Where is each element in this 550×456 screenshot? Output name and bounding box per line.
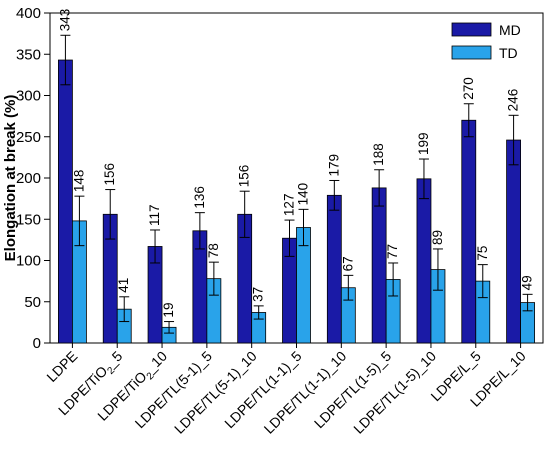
- data-label-md: 136: [192, 186, 207, 209]
- y-tick-label: 100: [16, 253, 41, 270]
- y-tick-label: 200: [16, 170, 41, 187]
- category-label: LDPE/TL(1-1)_5: [221, 348, 305, 432]
- legend-label-td: TD: [499, 45, 518, 61]
- data-label-td: 75: [475, 246, 490, 261]
- y-axis-label: Elongation at break (%): [2, 95, 19, 262]
- data-label-td: 148: [71, 170, 86, 193]
- y-tick-label: 400: [16, 5, 41, 22]
- data-label-md: 117: [147, 204, 162, 226]
- chart-marks: 0 50 100 150 200 250 300 350 400 343 148 LDPE 156 41 L…: [16, 5, 544, 437]
- y-tick-label: 150: [16, 211, 41, 228]
- data-label-md: 179: [326, 154, 341, 177]
- data-label-td: 140: [296, 183, 311, 206]
- y-tick-label: 350: [16, 46, 41, 63]
- data-label-md: 188: [371, 143, 386, 166]
- data-label-md: 199: [416, 132, 431, 155]
- category-label: LDPE/TL(5-1)_5: [132, 348, 216, 432]
- y-tick-label: 300: [16, 88, 41, 105]
- data-label-td: 67: [340, 256, 355, 271]
- data-label-td: 77: [385, 244, 400, 259]
- data-label-md: 270: [461, 77, 476, 100]
- y-axis-label-group: Elongation at break (%): [2, 95, 19, 262]
- y-tick-label: 50: [24, 294, 41, 311]
- legend-swatch-md: [451, 22, 492, 37]
- data-label-md: 127: [282, 194, 297, 217]
- bar-md: [416, 178, 432, 344]
- legend-swatch-td: [451, 45, 492, 60]
- bar-md: [506, 139, 521, 344]
- category-label: LDPE/TL(5-1)_10: [171, 348, 260, 437]
- category-label: LDPE/TL(1-5)_10: [350, 348, 439, 437]
- legend-label-md: MD: [499, 22, 521, 38]
- data-label-md: 156: [102, 163, 117, 186]
- data-label-td: 37: [251, 287, 266, 302]
- category-label: LDPE: [43, 348, 80, 385]
- bar-md: [461, 119, 477, 344]
- data-label-td: 19: [161, 303, 176, 318]
- data-label-md: 246: [506, 89, 521, 112]
- y-tick-label: 0: [33, 335, 41, 352]
- data-label-td: 78: [206, 243, 221, 258]
- legend: MD TD: [451, 22, 521, 61]
- y-tick-label: 250: [16, 129, 41, 146]
- bar-md: [58, 59, 73, 344]
- data-label-md: 156: [237, 165, 252, 188]
- data-label-td: 89: [430, 230, 445, 245]
- data-label-td: 41: [116, 278, 131, 293]
- data-label-td: 49: [520, 275, 535, 290]
- data-label-md: 343: [57, 9, 72, 32]
- bar-md: [371, 187, 387, 344]
- category-label: LDPE/TL(1-5)_5: [311, 348, 395, 432]
- category-label: LDPE/TL(1-1)_10: [261, 348, 350, 437]
- bar-md: [326, 194, 342, 344]
